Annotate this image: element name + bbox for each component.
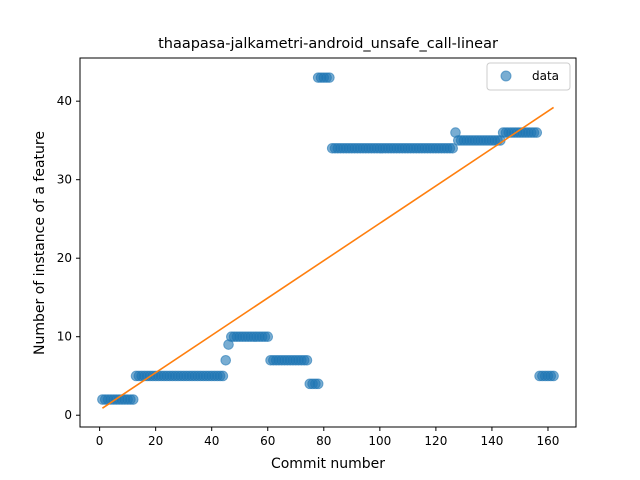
x-tick-label: 80 [316,434,331,448]
chart-title: thaapasa-jalkametri-android_unsafe_call-… [158,36,498,52]
y-tick-label: 10 [57,330,72,344]
y-axis: 0 10 20 30 40 [57,94,80,422]
y-tick-label: 40 [57,94,72,108]
legend-frame [486,62,571,91]
linear-fit-line [101,106,555,409]
legend: data [486,62,571,91]
legend-label-data: data [532,69,559,83]
x-axis-label: Commit number [271,456,385,472]
x-tick-label: 60 [260,434,275,448]
x-tick-label: 160 [537,434,560,448]
data-point [312,378,324,390]
plot-area-frame [79,57,577,428]
y-tick-label: 30 [57,173,72,187]
plot-content [97,72,559,409]
x-tick-label: 140 [480,434,503,448]
x-tick-label: 40 [204,434,219,448]
data-point [127,394,139,405]
data-point [262,331,274,343]
x-axis: 0 20 40 60 80 100 120 140 160 [96,427,560,448]
data-point [531,127,543,138]
x-tick-label: 0 [96,434,104,448]
data-point [447,142,459,154]
data-point [217,370,229,382]
data-point [548,370,559,382]
x-tick-label: 120 [424,434,447,448]
x-tick-label: 100 [368,434,391,448]
x-tick-label: 20 [148,434,163,448]
y-axis-label: Number of instance of a feature [32,131,48,355]
legend-marker-data [500,70,512,82]
data-point [324,72,335,83]
data-point [301,354,313,366]
y-tick-label: 0 [64,408,72,422]
data-point [220,354,232,366]
y-tick-label: 20 [57,251,72,265]
